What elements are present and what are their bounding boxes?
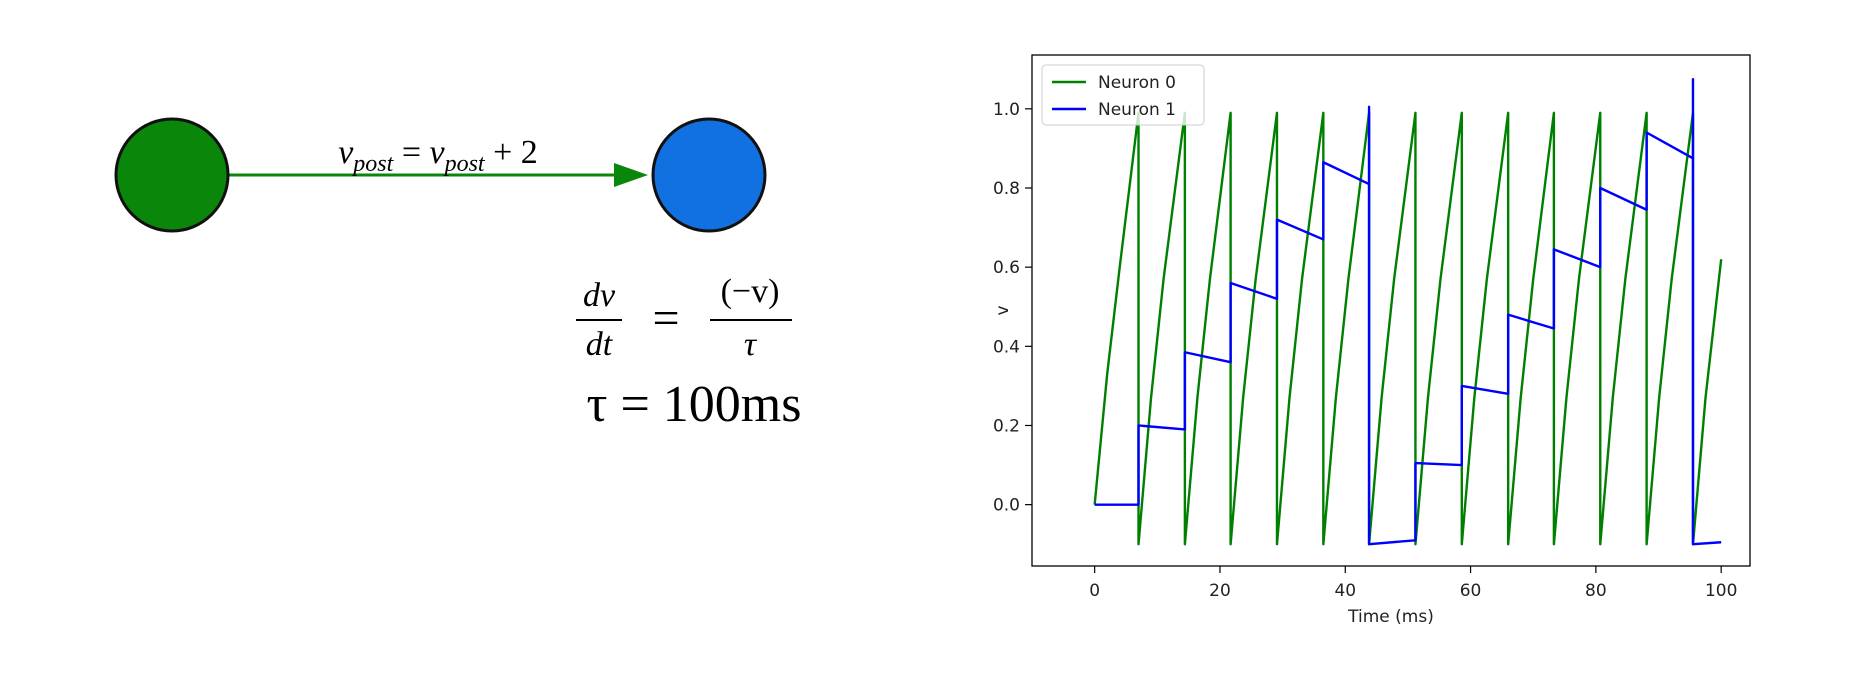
var: v (430, 134, 446, 171)
line-series (1093, 111, 1723, 546)
x-axis-label: Time (ms) (1347, 607, 1434, 627)
chart: 0 20 40 60 80 100 0.0 0.2 0.4 0.6 0.8 1.0 Time (ms) v… (993, 54, 1751, 627)
y-tick-label: 0.4 (993, 337, 1020, 357)
line-series (1094, 77, 1722, 546)
diagram: vpost = vpost + 2 dv dt = (−v) τ τ = 100… (114, 117, 801, 433)
pre-neuron (114, 117, 230, 233)
numerator: dv (583, 277, 616, 314)
legend-label: Neuron 0 (1098, 73, 1176, 93)
equals: = (652, 292, 679, 345)
arrow-head (614, 163, 648, 187)
var: v (338, 134, 354, 171)
x-tick-label: 20 (1209, 581, 1231, 601)
x-tick-label: 100 (1705, 581, 1737, 601)
y-tick-label: 0.2 (993, 416, 1020, 436)
edge-label: vpost = vpost + 2 (338, 134, 538, 177)
op: = (393, 134, 429, 171)
x-tick-label: 0 (1089, 581, 1100, 601)
y-tick-label: 0.6 (993, 258, 1020, 278)
subscript: post (351, 151, 394, 177)
denominator: dt (586, 326, 614, 363)
y-axis-label: v (993, 305, 1013, 315)
numerator: (−v) (721, 273, 780, 310)
y-tick-label: 0.8 (993, 179, 1020, 199)
plot-frame (1031, 54, 1751, 567)
denominator: τ (744, 326, 758, 363)
op: + 2 (485, 134, 538, 171)
post-neuron (651, 117, 767, 233)
y-tick-label: 1.0 (993, 100, 1020, 120)
subscript: post (443, 151, 486, 177)
x-tick-label: 80 (1585, 581, 1607, 601)
tau-value: τ = 100ms (587, 376, 802, 433)
x-tick-label: 60 (1460, 581, 1482, 601)
legend-label: Neuron 1 (1098, 100, 1176, 120)
equation: dv dt = (−v) τ τ = 100ms (576, 273, 801, 433)
y-tick-label: 0.0 (993, 496, 1020, 516)
x-tick-label: 40 (1334, 581, 1356, 601)
